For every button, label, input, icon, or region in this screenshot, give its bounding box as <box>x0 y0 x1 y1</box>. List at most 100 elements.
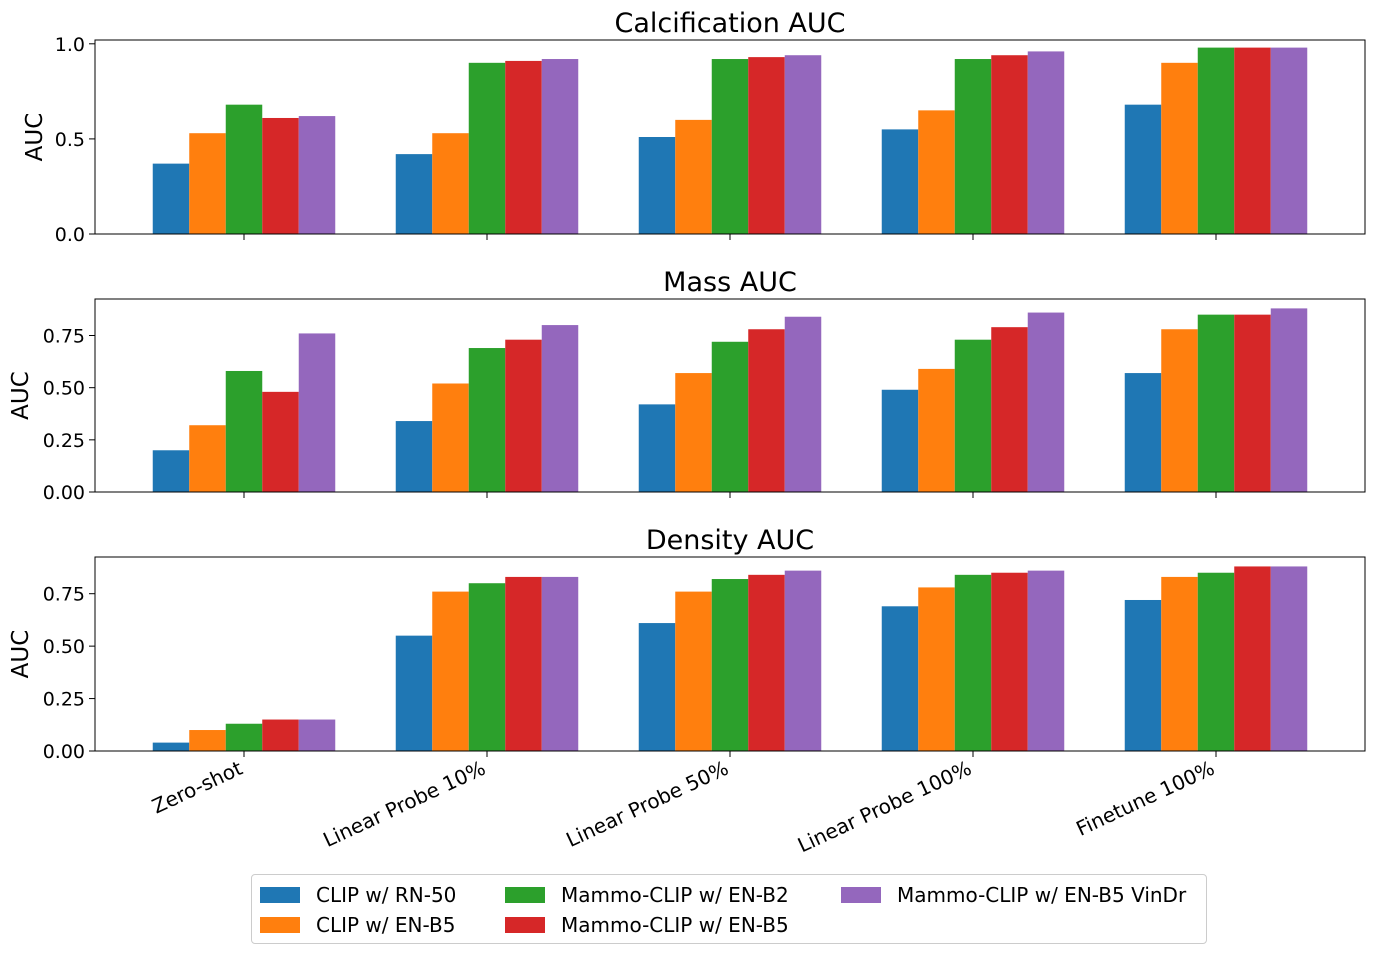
legend-label: Mammo-CLIP w/ EN-B5 <box>561 913 789 937</box>
bar <box>918 110 955 234</box>
bar <box>298 333 336 492</box>
bar <box>881 606 919 751</box>
bar <box>395 154 433 234</box>
bar <box>1161 62 1198 234</box>
bar <box>1124 104 1162 234</box>
bar <box>918 368 955 492</box>
legend-swatch <box>260 887 300 903</box>
bar <box>468 583 506 751</box>
bar <box>505 339 542 492</box>
bar <box>1234 47 1271 234</box>
bar <box>189 133 226 234</box>
y-tick-label: 1.0 <box>55 34 85 56</box>
legend-swatch <box>841 887 881 903</box>
bar <box>1161 329 1198 492</box>
bar <box>711 59 749 234</box>
legend-label: CLIP w/ EN-B5 <box>316 913 456 937</box>
bar <box>748 57 785 235</box>
bar <box>541 59 579 234</box>
bar <box>784 570 822 751</box>
bar <box>1161 576 1198 751</box>
y-axis-label: AUC <box>22 113 48 162</box>
y-tick-label: 0.25 <box>43 430 85 452</box>
legend-swatch <box>260 917 300 933</box>
bar <box>1234 566 1271 751</box>
bar <box>1027 51 1065 234</box>
bar <box>954 59 992 234</box>
bar <box>1234 314 1271 492</box>
bar <box>711 341 749 492</box>
bar <box>225 370 263 492</box>
bar <box>711 579 749 751</box>
x-tick-label: Linear Probe 10% <box>319 756 489 852</box>
bar <box>638 137 676 234</box>
bar <box>991 572 1028 751</box>
bar <box>541 576 579 751</box>
bar <box>954 574 992 751</box>
bar <box>675 591 712 751</box>
legend-swatch <box>505 887 545 903</box>
bar <box>748 574 785 751</box>
bar <box>1270 47 1308 234</box>
bar <box>638 623 676 751</box>
bar <box>1197 47 1235 234</box>
bar <box>784 55 822 234</box>
bar <box>1197 572 1235 751</box>
bar <box>505 576 542 751</box>
y-tick-label: 0.00 <box>43 482 85 504</box>
bar <box>784 316 822 492</box>
x-tick-label: Finetune 100% <box>1072 756 1218 841</box>
bar <box>468 62 506 234</box>
bar <box>225 723 263 751</box>
bar <box>262 719 299 751</box>
bar <box>262 117 299 234</box>
panel-title: Mass AUC <box>663 267 797 298</box>
legend: CLIP w/ RN-50 CLIP w/ EN-B5 Mammo-CLIP w… <box>251 874 1207 944</box>
bar <box>189 730 226 751</box>
bar <box>881 389 919 492</box>
y-tick-label: 0.75 <box>43 584 85 606</box>
bar <box>189 425 226 492</box>
bar <box>1027 570 1065 751</box>
x-tick-label: Linear Probe 100% <box>794 756 975 858</box>
y-tick-label: 0.5 <box>55 129 85 151</box>
y-tick-label: 0.50 <box>43 636 85 658</box>
panel-title: Calcification AUC <box>614 8 845 39</box>
bar <box>225 104 263 234</box>
bar <box>541 325 579 492</box>
x-tick-label: Linear Probe 50% <box>562 756 732 852</box>
y-tick-label: 0.50 <box>43 378 85 400</box>
legend-label: Mammo-CLIP w/ EN-B2 <box>561 883 789 907</box>
bar <box>432 383 469 492</box>
bar <box>918 587 955 751</box>
bar <box>675 119 712 234</box>
bar <box>395 421 433 492</box>
bar <box>152 742 190 751</box>
bar <box>432 591 469 751</box>
legend-item-clip-enb5: CLIP w/ EN-B5 <box>260 911 455 939</box>
bar <box>1270 566 1308 751</box>
legend-swatch <box>505 917 545 933</box>
bar <box>991 55 1028 234</box>
legend-item-mammo-clip-enb2: Mammo-CLIP w/ EN-B2 <box>505 881 789 909</box>
bar <box>395 635 433 751</box>
bar <box>1124 599 1162 751</box>
legend-item-clip-rn50: CLIP w/ RN-50 <box>260 881 456 909</box>
bar <box>505 60 542 234</box>
legend-label: CLIP w/ RN-50 <box>316 883 457 907</box>
bar <box>991 327 1028 492</box>
y-tick-label: 0.0 <box>55 224 85 246</box>
bar <box>1197 314 1235 492</box>
legend-item-mammo-clip-enb5-vindr: Mammo-CLIP w/ EN-B5 VinDr <box>841 881 1186 909</box>
bar <box>432 133 469 234</box>
y-axis-label: AUC <box>8 630 34 679</box>
bar <box>468 348 506 492</box>
bar <box>881 129 919 234</box>
bar <box>152 163 190 234</box>
legend-label: Mammo-CLIP w/ EN-B5 VinDr <box>897 883 1187 907</box>
bar <box>262 391 299 492</box>
bar <box>298 719 336 751</box>
bar <box>298 116 336 234</box>
y-tick-label: 0.00 <box>43 741 85 763</box>
